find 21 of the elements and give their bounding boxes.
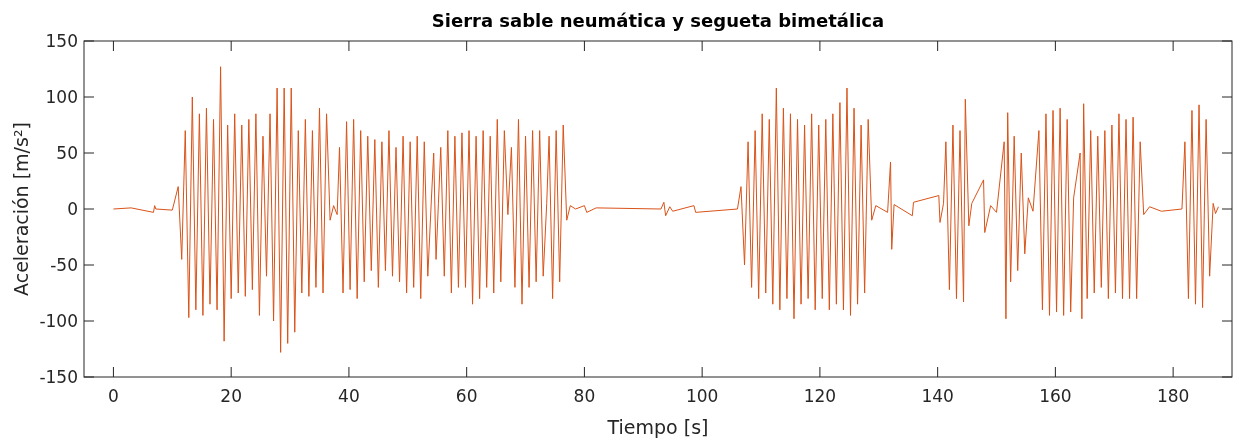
x-tick-label: 180 <box>1156 386 1190 406</box>
x-tick-label: 0 <box>108 386 119 406</box>
y-tick-label: 150 <box>45 30 78 51</box>
x-axis-title: Tiempo [s] <box>606 416 709 438</box>
x-tick-label: 140 <box>921 386 954 406</box>
y-tick-label: 50 <box>56 142 78 163</box>
x-tick-label: 40 <box>338 386 360 406</box>
x-tick-label: 60 <box>455 386 478 406</box>
y-tick-label: -150 <box>39 366 78 387</box>
y-tick-label: 0 <box>67 198 78 219</box>
chart-title: Sierra sable neumática y segueta bimetálica <box>431 10 885 31</box>
x-tick-label: 120 <box>803 386 837 406</box>
x-tick-label: 80 <box>573 386 596 406</box>
y-tick-label: -100 <box>39 310 78 331</box>
y-axis-title: Aceleración [m/s²] <box>10 122 32 296</box>
x-tick-label: 100 <box>685 386 719 406</box>
line-series <box>112 66 1219 353</box>
y-tick-label: 100 <box>45 86 78 107</box>
x-tick-label: 160 <box>1039 386 1072 406</box>
x-tick-label: 20 <box>220 386 242 406</box>
y-tick-label: -50 <box>50 254 78 275</box>
